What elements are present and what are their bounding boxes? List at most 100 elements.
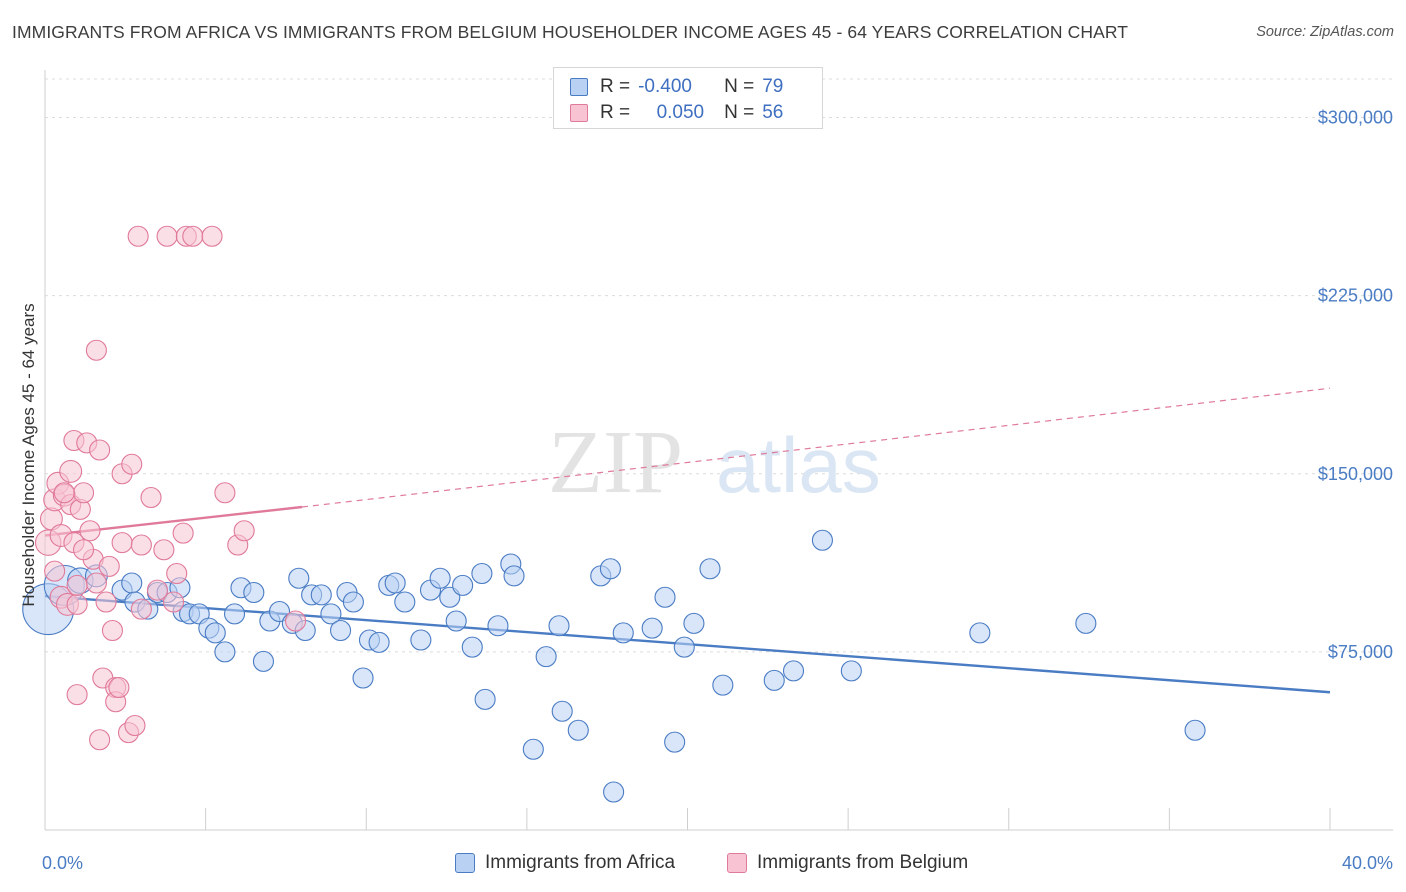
trend-line-belgium-extension — [301, 387, 1331, 508]
point-africa — [673, 636, 695, 658]
point-africa — [384, 572, 406, 594]
point-africa — [535, 646, 557, 668]
point-belgium — [172, 522, 194, 544]
point-belgium — [66, 684, 88, 706]
point-belgium — [44, 560, 66, 582]
point-belgium — [140, 486, 162, 509]
x-tick-label: 40.0% — [1342, 853, 1393, 873]
n-label: N = — [724, 102, 755, 123]
point-africa — [352, 667, 374, 689]
point-africa — [599, 558, 621, 580]
y-tick-label: $150,000 — [1318, 464, 1393, 484]
chart-title: IMMIGRANTS FROM AFRICA VS IMMIGRANTS FRO… — [12, 22, 1129, 42]
point-belgium — [182, 225, 204, 247]
point-africa — [204, 622, 226, 644]
watermark-zip: ZIP — [548, 413, 683, 512]
data-points — [22, 225, 1206, 803]
point-africa — [664, 731, 686, 753]
point-africa — [223, 603, 246, 625]
point-africa — [474, 688, 496, 710]
point-belgium — [66, 593, 88, 615]
point-belgium — [285, 610, 307, 632]
watermark-atlas: atlas — [716, 421, 881, 509]
y-axis-label: Householder Income Ages 45 - 64 years — [19, 303, 38, 606]
point-africa — [320, 603, 342, 625]
point-belgium — [214, 482, 236, 504]
r-label: R = — [600, 102, 631, 123]
africa-swatch — [570, 78, 588, 96]
point-africa — [243, 581, 265, 604]
legend-label-belgium: Immigrants from Belgium — [757, 852, 969, 873]
point-africa — [811, 529, 833, 551]
point-belgium — [156, 225, 178, 247]
n-label: N = — [724, 76, 755, 97]
point-africa — [603, 781, 625, 803]
point-africa — [288, 567, 310, 589]
axes — [44, 70, 1393, 831]
point-belgium — [146, 579, 168, 601]
point-belgium — [73, 482, 95, 504]
point-africa — [461, 636, 483, 658]
n-value-africa: 79 — [762, 76, 784, 97]
stats-legend: R = -0.400 N = 79 R = 0.050 N = 56 — [553, 67, 823, 129]
point-africa — [612, 622, 634, 644]
point-belgium — [59, 459, 83, 483]
point-africa — [969, 622, 991, 644]
point-belgium — [166, 562, 188, 585]
y-tick-label: $225,000 — [1318, 286, 1393, 306]
legend-label-africa: Immigrants from Africa — [485, 852, 676, 873]
point-africa — [503, 565, 525, 587]
y-tick-label: $75,000 — [1328, 642, 1393, 662]
point-belgium — [153, 539, 175, 561]
axis-labels: $75,000 $150,000 $225,000 $300,000 0.0% 40.0%… — [19, 108, 1393, 874]
point-africa — [654, 586, 676, 608]
r-label: R = — [600, 76, 631, 97]
point-africa — [551, 700, 573, 722]
point-africa — [782, 660, 805, 682]
point-belgium — [121, 453, 143, 475]
source-credit: Source: ZipAtlas.com — [1256, 24, 1394, 40]
point-belgium — [73, 539, 95, 561]
point-africa — [471, 562, 493, 585]
point-africa — [310, 584, 332, 606]
point-africa — [641, 617, 663, 639]
stats-row-africa: R = -0.400 N = 79 — [570, 76, 783, 98]
point-africa — [429, 567, 451, 589]
point-africa — [410, 629, 432, 651]
point-africa — [683, 612, 705, 634]
point-africa — [763, 669, 785, 691]
legend-item-belgium[interactable]: Immigrants from Belgium — [727, 852, 968, 874]
legend-item-africa[interactable]: Immigrants from Africa — [455, 852, 675, 874]
point-africa — [445, 610, 467, 632]
n-value-belgium: 56 — [762, 102, 784, 123]
watermark: ZIP atlas — [548, 413, 881, 512]
point-belgium — [111, 532, 133, 554]
point-africa — [487, 615, 509, 637]
point-belgium — [98, 555, 120, 577]
point-belgium — [89, 729, 111, 751]
legend-swatch-belgium — [727, 853, 747, 873]
point-africa — [567, 719, 589, 741]
point-africa — [342, 591, 364, 613]
point-belgium — [130, 534, 152, 556]
point-belgium — [130, 598, 152, 620]
stats-row-belgium: R = 0.050 N = 56 — [570, 102, 783, 124]
point-africa — [394, 591, 416, 613]
point-africa — [1184, 719, 1206, 741]
point-africa — [368, 631, 390, 653]
r-value-africa: -0.400 — [638, 76, 692, 97]
belgium-swatch — [570, 104, 588, 122]
point-africa — [452, 574, 474, 596]
x-tick-label: 0.0% — [42, 853, 83, 873]
y-tick-label: $300,000 — [1318, 108, 1393, 128]
point-belgium — [85, 572, 107, 594]
legend-swatch-africa — [455, 853, 475, 873]
point-belgium — [108, 676, 130, 699]
point-africa — [699, 558, 721, 580]
point-africa — [548, 615, 570, 637]
point-africa — [252, 650, 275, 672]
point-belgium — [85, 339, 107, 361]
point-belgium — [53, 482, 75, 504]
point-belgium — [127, 225, 149, 247]
